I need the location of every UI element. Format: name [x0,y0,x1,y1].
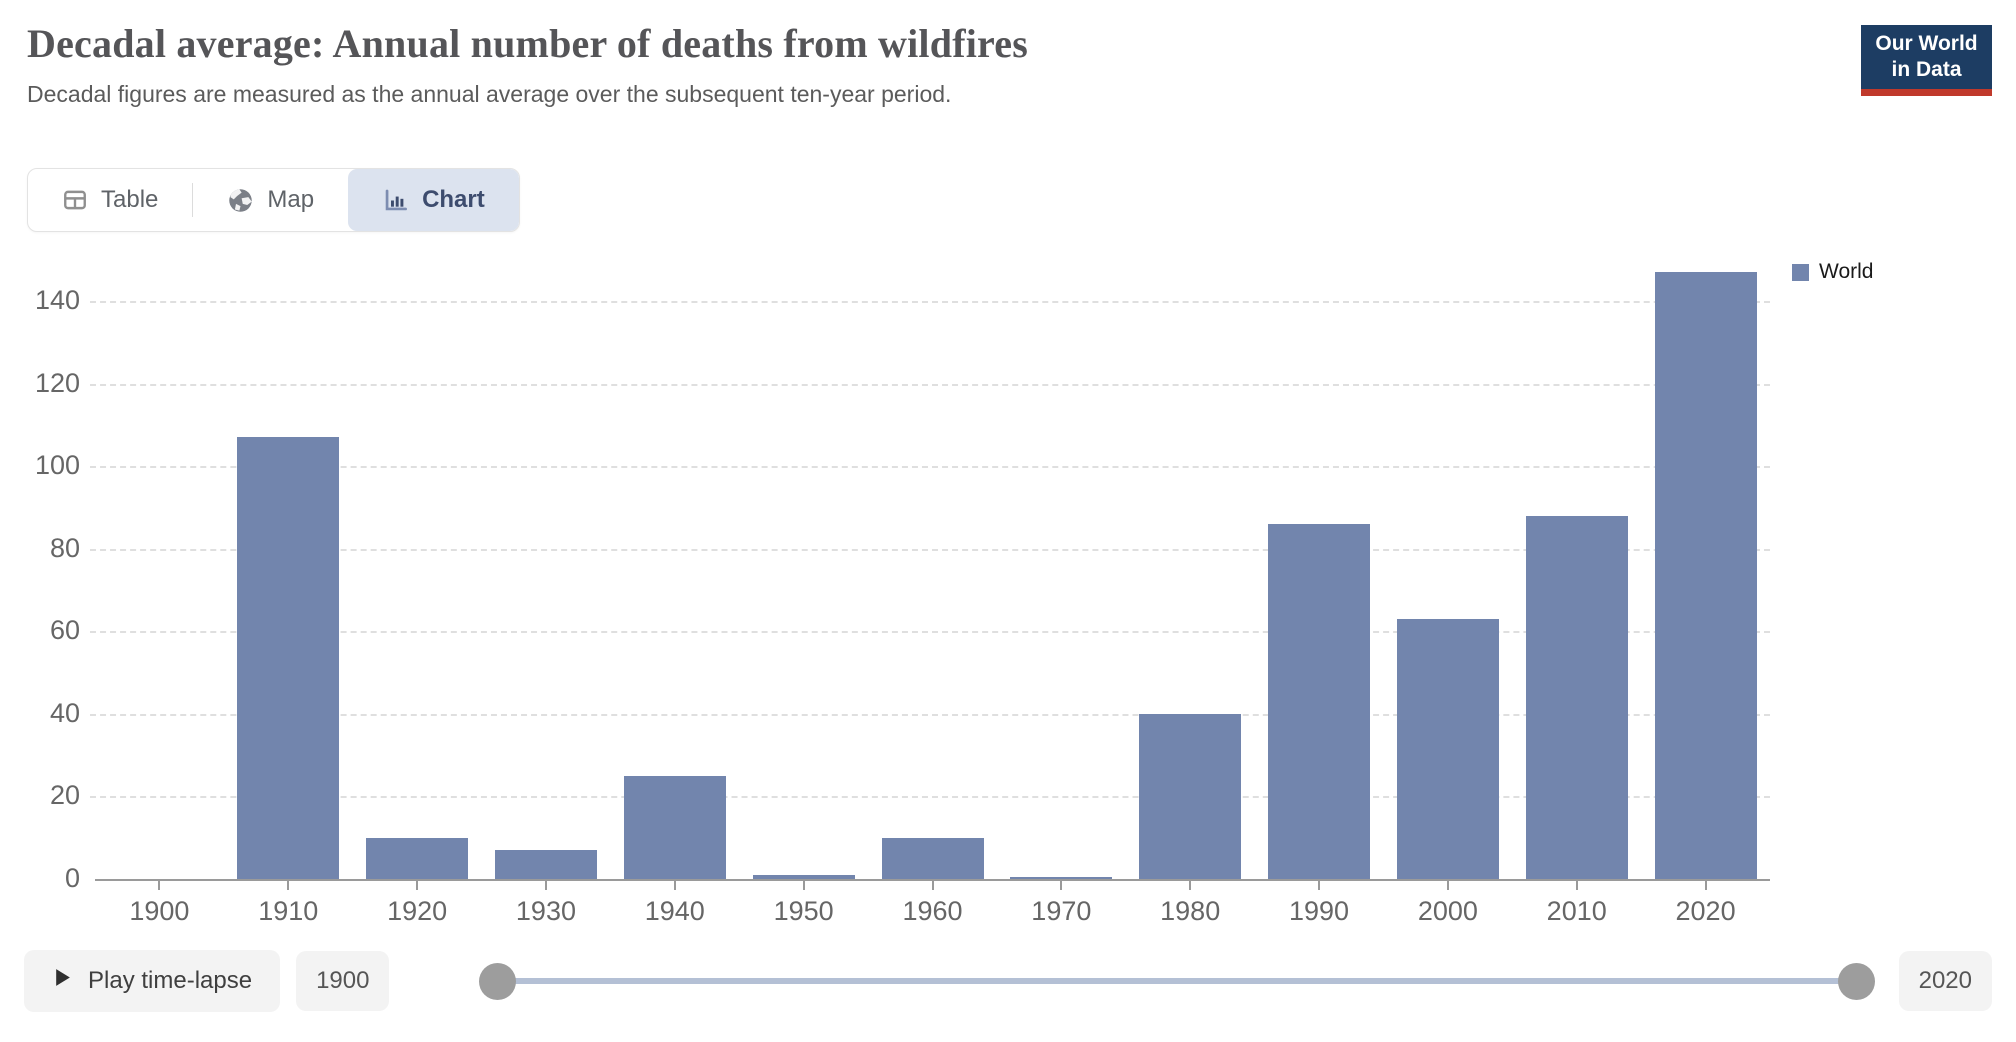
x-tick-label-1930: 1930 [515,896,576,926]
gridline-y-60 [90,631,1770,634]
tab-map-label: Map [267,186,315,213]
x-tick-label-2020: 2020 [1675,896,1736,926]
x-axis-line [95,879,1770,881]
x-tick-2010 [1575,881,1578,890]
play-icon [52,967,73,995]
owid-logo[interactable]: Our World in Data [1861,25,1992,96]
y-tick-label-40: 40 [49,697,80,728]
play-timelapse-label: Play time-lapse [88,967,253,994]
y-tick-label-60: 60 [49,615,80,646]
bar-1920 [366,838,469,879]
x-tick-label-1980: 1980 [1160,896,1221,926]
end-year-label[interactable]: 2020 [1898,951,1992,1011]
tab-chart-label: Chart [422,186,485,213]
x-tick-1970 [1060,881,1063,890]
bar-2020 [1654,272,1757,879]
legend-label: World [1819,260,1874,283]
view-tabs: Table Map Chart [27,168,520,232]
slider-handle-end[interactable] [1837,963,1875,1000]
x-tick-label-1950: 1950 [773,896,834,926]
bar-2010 [1525,516,1628,879]
x-tick-1950 [802,881,805,890]
x-tick-1990 [1318,881,1321,890]
x-tick-label-1920: 1920 [387,896,448,926]
x-tick-1930 [544,881,547,890]
x-tick-1980 [1189,881,1192,890]
start-year-label[interactable]: 1900 [296,951,390,1011]
legend-item-world[interactable]: World [1792,260,1873,284]
x-tick-1910 [287,881,290,890]
bar-1950 [752,875,855,879]
x-tick-label-2010: 2010 [1546,896,1607,926]
gridline-y-140 [90,300,1770,303]
gridline-y-20 [90,796,1770,799]
owid-logo-line1: Our World [1875,32,1978,56]
bar-1980 [1139,714,1242,879]
tab-divider [192,183,194,217]
gridline-y-100 [90,466,1770,469]
x-tick-label-2000: 2000 [1417,896,1478,926]
x-tick-1960 [931,881,934,890]
tab-table[interactable]: Table [28,169,192,231]
bar-1910 [237,437,340,879]
x-tick-label-1940: 1940 [644,896,705,926]
x-tick-label-1990: 1990 [1288,896,1350,926]
bar-2000 [1396,619,1499,879]
chart-header: Decadal average: Annual number of deaths… [27,20,1827,108]
gridline-y-80 [90,548,1770,551]
tab-chart[interactable]: Chart [348,169,519,231]
bar-chart-icon [382,187,409,214]
timeline-slider[interactable] [405,950,1882,1012]
page-title: Decadal average: Annual number of deaths… [27,21,1028,66]
x-tick-2000 [1446,881,1449,890]
x-tick-1940 [673,881,676,890]
x-tick-label-1960: 1960 [902,896,963,926]
y-tick-label-120: 120 [34,367,80,398]
y-tick-label-0: 0 [64,863,80,893]
slider-handle-start[interactable] [479,963,517,1000]
globe-icon [227,187,254,214]
legend-swatch [1792,263,1809,281]
y-tick-label-80: 80 [49,532,80,563]
gridline-y-40 [90,713,1770,716]
owid-logo-line2: in Data [1891,58,1962,81]
x-tick-label-1900: 1900 [129,896,190,926]
bar-1940 [623,776,726,879]
chart-area: 0 20 40 60 80 100 120 140 1900 1910 1920 1930 1940 19… [0,240,2016,940]
page-subtitle: Decadal figures are measured as the annu… [27,81,952,107]
slider-track[interactable] [497,978,1857,984]
table-icon [62,187,88,213]
y-tick-label-140: 140 [34,284,80,315]
gridline-y-120 [90,383,1770,386]
play-timelapse-button[interactable]: Play time-lapse [24,950,281,1012]
y-tick-label-100: 100 [34,450,80,481]
bar-1960 [881,838,984,879]
x-tick-label-1970: 1970 [1031,896,1092,926]
y-tick-label-20: 20 [49,780,80,811]
bar-1930 [494,850,597,879]
tab-map[interactable]: Map [193,169,348,231]
x-tick-2020 [1704,881,1707,890]
x-tick-1920 [416,881,419,890]
bar-1990 [1268,524,1371,879]
x-tick-label-1910: 1910 [258,896,319,926]
tab-table-label: Table [101,186,159,213]
x-tick-1900 [158,881,161,890]
bar-1970 [1010,877,1113,879]
timeline-controls: Play time-lapse 1900 2020 [24,950,1992,1012]
